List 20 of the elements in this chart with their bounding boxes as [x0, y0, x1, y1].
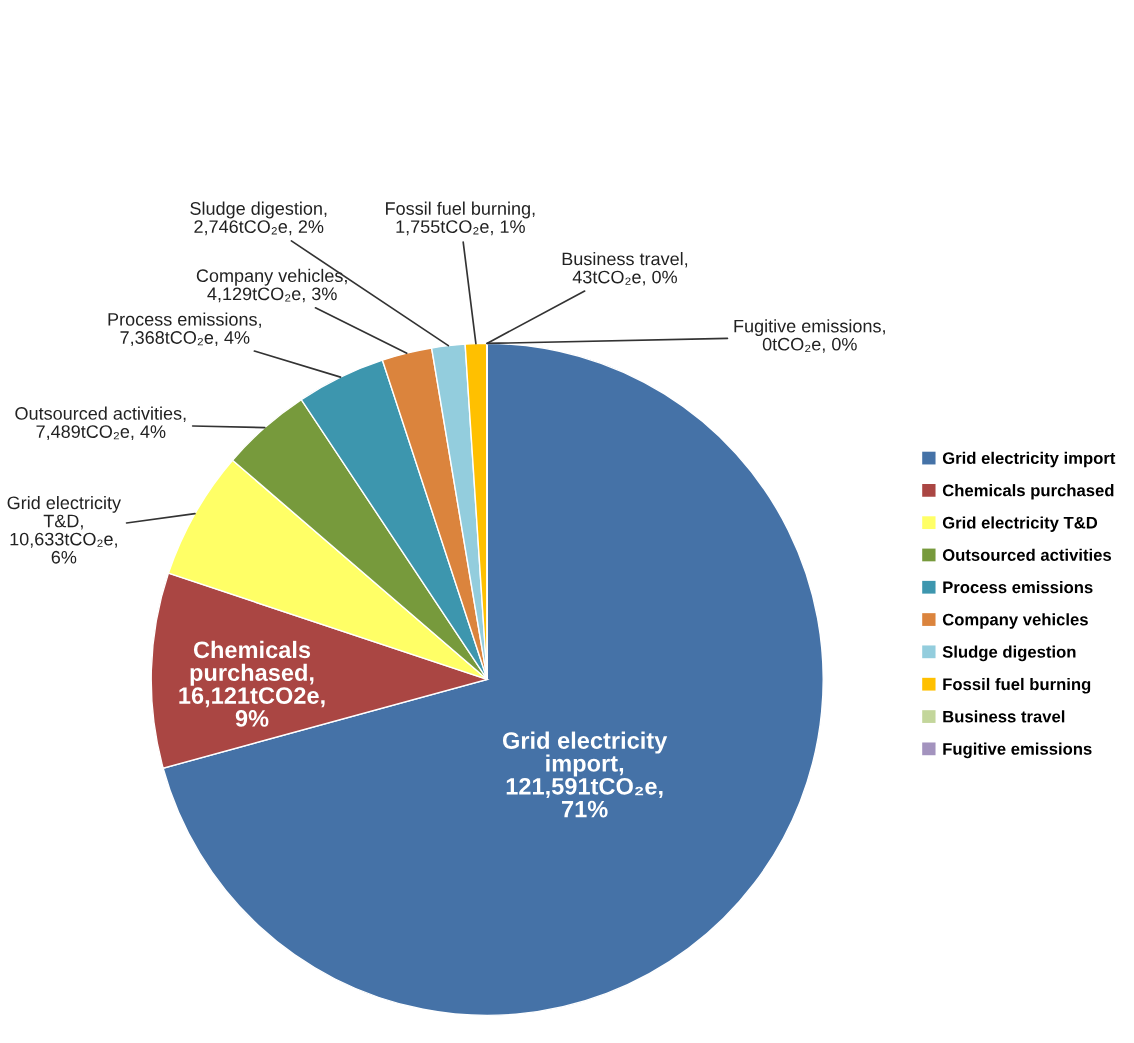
data-label: Grid electricity T&D, 10,633tCO₂e, 6%	[7, 495, 121, 564]
text: Fugitive emissions, 0tCO₂e, 0%	[734, 319, 885, 353]
legend-label: Fossil fuel burning	[943, 677, 1091, 694]
data-label: Process emissions, 7,368tCO₂e, 4%	[108, 312, 261, 347]
data-label: Fossil fuel burning, 1,755tCO₂e, 1%	[386, 201, 535, 236]
legend-label: Process emissions	[943, 580, 1093, 594]
legend-label: Sludge digestion	[942, 645, 1076, 662]
legend-label: Grid electricity import	[942, 451, 1116, 468]
legend-label: Grid electricity T&D	[942, 516, 1098, 532]
data-label: Chemicals purchased, 16,121tCO2e, 9%	[179, 640, 325, 727]
data-label: Grid electricity import, 121,591tCO₂e, 71%	[502, 731, 668, 818]
legend-label: Fugitive emissions	[943, 742, 1092, 759]
legend-label: Business travel	[943, 710, 1065, 723]
legend-label: Company vehicles	[942, 613, 1088, 629]
data-label: Company vehicles, 4,129tCO₂e, 3%	[196, 268, 347, 303]
legend-label: Outsourced activities	[942, 548, 1112, 561]
data-label: Sludge digestion, 2,746tCO₂e, 2%	[190, 201, 327, 236]
legend-label: Chemicals purchased	[942, 484, 1114, 500]
data-label: Business travel, 43tCO₂e, 0%	[562, 252, 688, 286]
data-label: Outsourced activities, 7,489tCO₂e, 4%	[15, 406, 186, 441]
